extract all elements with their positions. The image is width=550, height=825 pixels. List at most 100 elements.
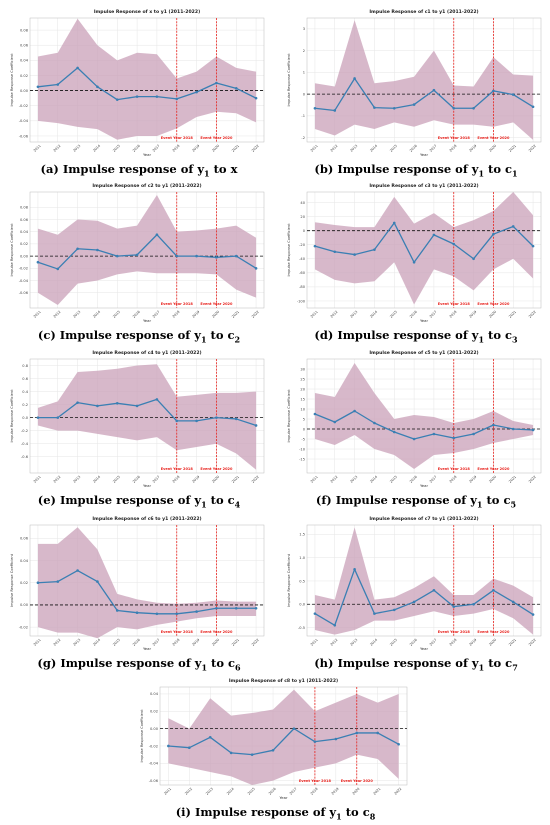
y-tick-label: -0.04 xyxy=(149,762,159,766)
caption-letter: (f) xyxy=(315,493,336,507)
x-tick-label: 2020 xyxy=(488,310,497,319)
caption-rest: to c xyxy=(341,805,370,819)
caption-sub: 1 xyxy=(201,662,208,673)
y-tick-label: -15 xyxy=(299,457,305,461)
caption-text: Impulse response of y xyxy=(335,493,477,507)
caption-letter: (e) xyxy=(37,493,60,507)
data-point xyxy=(96,404,99,408)
caption-letter: (d) xyxy=(314,328,338,342)
x-axis-label: Year xyxy=(143,152,151,157)
y-tick-label: 0.5 xyxy=(299,579,305,583)
data-point xyxy=(472,257,475,261)
chart-svg: Impulse Response of c6 to y1 (2011-2022)… xyxy=(10,516,265,651)
x-tick-label: 2021 xyxy=(508,475,517,484)
y-tick-label: -0.04 xyxy=(19,119,29,123)
y-axis-label: Impulse Response Coefficient xyxy=(10,553,14,607)
caption-rest-sub: 8 xyxy=(369,811,376,822)
data-point xyxy=(511,93,515,96)
x-tick-label: 2012 xyxy=(53,310,62,319)
y-tick-label: 0.8 xyxy=(22,364,28,368)
data-point xyxy=(472,106,475,110)
x-tick-label: 2020 xyxy=(488,144,497,153)
caption-rest: to c xyxy=(482,493,511,507)
y-tick-label: 5 xyxy=(303,417,305,421)
y-tick-label: 0.6 xyxy=(22,377,28,381)
x-tick-label: 2021 xyxy=(231,144,240,153)
caption-sub: 1 xyxy=(478,662,485,673)
data-point xyxy=(452,106,456,110)
figure-caption: (c) Impulse response of y1 to c2 xyxy=(8,328,270,344)
series-line xyxy=(37,234,257,270)
x-tick-label: 2014 xyxy=(92,638,101,647)
data-point xyxy=(511,225,515,228)
confidence-band xyxy=(37,364,257,470)
y-tick-label: -100 xyxy=(297,299,306,303)
data-point xyxy=(76,401,79,404)
series-line xyxy=(37,398,257,427)
data-point xyxy=(333,250,337,254)
data-point xyxy=(167,744,170,748)
x-tick-label: 2017 xyxy=(152,310,161,319)
data-point xyxy=(492,89,495,93)
x-tick-label: 2015 xyxy=(247,787,256,796)
data-point xyxy=(333,420,337,424)
y-tick-label: 0.00 xyxy=(150,727,159,731)
y-tick-label: 0.00 xyxy=(20,254,29,258)
y-tick-label: -0.6 xyxy=(21,455,29,459)
confidence-band xyxy=(314,363,534,469)
y-tick-label: 0.04 xyxy=(150,692,159,696)
figure-caption: (b) Impulse response of y1 to c1 xyxy=(285,162,547,178)
y-tick-label: -0.02 xyxy=(19,104,28,108)
data-point xyxy=(215,81,218,85)
x-tick-label: 2016 xyxy=(132,144,141,153)
x-tick-label: 2020 xyxy=(488,638,497,647)
x-axis-label: Year xyxy=(279,795,287,800)
data-point xyxy=(36,260,40,264)
x-tick-label: 2022 xyxy=(251,310,260,319)
plot-frame xyxy=(306,524,542,637)
x-tick-label: 2021 xyxy=(231,310,240,319)
event-label: Event Year 2020 xyxy=(477,136,510,140)
data-point xyxy=(492,423,495,427)
x-tick-label: 2014 xyxy=(92,310,101,319)
data-point xyxy=(531,428,535,432)
x-tick-label: 2013 xyxy=(349,310,358,319)
data-point xyxy=(392,430,396,434)
x-tick-label: 2017 xyxy=(152,638,161,647)
event-label: Event Year 2020 xyxy=(341,779,374,783)
x-tick-label: 2022 xyxy=(251,475,260,484)
x-tick-label: 2011 xyxy=(310,310,319,319)
x-tick-label: 2011 xyxy=(310,475,319,484)
x-tick-label: 2017 xyxy=(152,475,161,484)
plot-frame xyxy=(306,191,542,309)
data-point xyxy=(452,605,456,608)
x-tick-label: 2016 xyxy=(132,310,141,319)
data-point xyxy=(96,85,99,89)
x-tick-label: 2022 xyxy=(393,787,402,796)
x-tick-label: 2014 xyxy=(226,787,235,796)
x-tick-label: 2012 xyxy=(53,638,62,647)
data-point xyxy=(531,244,535,248)
chart-svg: Impulse Response of c7 to y1 (2011-2022)… xyxy=(287,516,542,651)
caption-letter: (h) xyxy=(314,656,338,670)
plot-frame xyxy=(29,17,265,143)
y-tick-label: 0.00 xyxy=(20,603,29,607)
data-point xyxy=(397,742,400,746)
x-tick-label: 2012 xyxy=(330,475,339,484)
x-axis-label: Year xyxy=(420,646,428,651)
x-tick-label: 2011 xyxy=(310,638,319,647)
x-tick-label: 2022 xyxy=(251,638,260,647)
panel-a: Impulse Response of x to y1 (2011-2022) -… xyxy=(8,4,270,180)
x-tick-label: 2015 xyxy=(389,638,398,647)
plot-frame xyxy=(306,17,542,143)
data-point xyxy=(373,612,376,615)
chart-title: Impulse Response of c7 to y1 (2011-2022) xyxy=(369,516,478,522)
data-point xyxy=(313,740,317,743)
x-tick-label: 2012 xyxy=(330,144,339,153)
figure-caption: (h) Impulse response of y1 to c7 xyxy=(285,656,547,672)
x-tick-label: 2018 xyxy=(172,144,181,153)
data-point xyxy=(208,736,212,739)
x-tick-label: 2018 xyxy=(449,144,458,153)
panel-d: Impulse Response of c3 to y1 (2011-2022)… xyxy=(285,178,547,346)
y-tick-label: 0.04 xyxy=(20,59,29,63)
